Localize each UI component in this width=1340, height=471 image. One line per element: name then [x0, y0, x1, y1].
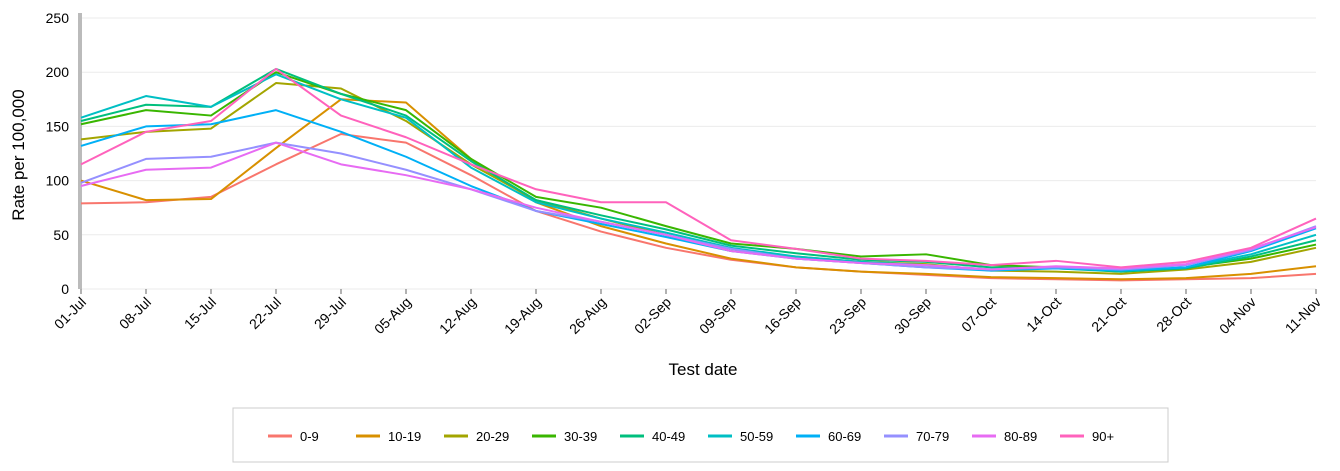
legend-label: 20-29	[476, 429, 509, 444]
x-tick-label: 30-Sep	[891, 294, 934, 337]
y-tick-label: 250	[46, 10, 70, 26]
x-tick-label: 05-Aug	[371, 294, 414, 337]
x-tick-label: 08-Jul	[116, 294, 154, 332]
x-tick-label: 11-Nov	[1282, 294, 1324, 336]
x-tick-label: 29-Jul	[311, 294, 349, 332]
x-tick-label: 01-Jul	[51, 294, 89, 332]
x-tick-label: 19-Aug	[501, 294, 544, 337]
legend-label: 80-89	[1004, 429, 1037, 444]
x-tick-label: 02-Sep	[631, 294, 674, 337]
legend-box	[232, 407, 1169, 463]
legend-label: 90+	[1092, 429, 1114, 444]
x-tick-label: 22-Jul	[246, 294, 284, 332]
legend-label: 30-39	[564, 429, 597, 444]
legend-label: 10-19	[388, 429, 421, 444]
series-line	[80, 67, 1317, 269]
x-tick-label: 15-Jul	[181, 294, 219, 332]
y-axis-title: Rate per 100,000	[9, 89, 28, 220]
y-tick-label: 200	[46, 64, 70, 80]
x-tick-label: 12-Aug	[436, 294, 479, 337]
series-line	[80, 109, 1317, 272]
series-line	[80, 141, 1317, 271]
y-tick-label: 100	[46, 173, 70, 189]
y-tick-label: 50	[53, 227, 69, 243]
x-tick-label: 16-Sep	[761, 294, 804, 337]
legend-label: 0-9	[300, 429, 319, 444]
x-tick-label: 26-Aug	[566, 294, 609, 337]
x-tick-label: 14-Oct	[1023, 294, 1064, 335]
series-line	[80, 141, 1317, 271]
x-tick-label: 23-Sep	[826, 294, 869, 337]
series-line	[80, 132, 1317, 282]
legend-label: 50-59	[740, 429, 773, 444]
y-tick-label: 0	[61, 281, 69, 297]
x-axis-title: Test date	[669, 360, 738, 379]
x-tick-label: 04-Nov	[1216, 294, 1259, 337]
legend-label: 70-79	[916, 429, 949, 444]
x-tick-label: 09-Sep	[696, 294, 739, 337]
y-tick-label: 150	[46, 118, 70, 134]
x-tick-label: 07-Oct	[958, 294, 999, 335]
series-line	[80, 98, 1317, 281]
legend-label: 60-69	[828, 429, 861, 444]
legend-label: 40-49	[652, 429, 685, 444]
x-tick-label: 21-Oct	[1088, 294, 1129, 335]
x-tick-label: 28-Oct	[1153, 294, 1194, 335]
